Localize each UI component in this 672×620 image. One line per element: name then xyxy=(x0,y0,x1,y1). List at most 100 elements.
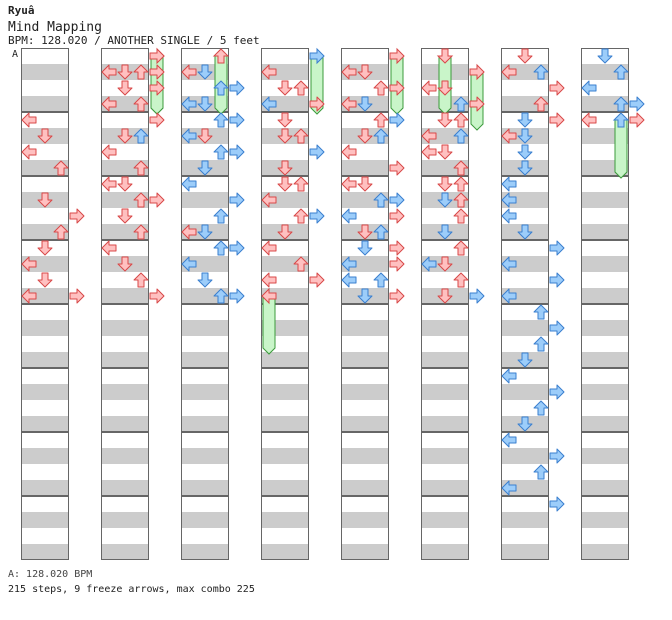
step-arrow-down xyxy=(517,160,533,176)
beat-stripe xyxy=(421,272,469,288)
beat-stripe xyxy=(261,384,309,400)
beat-stripe xyxy=(261,144,309,160)
measure xyxy=(101,240,149,304)
beat-stripe xyxy=(421,368,469,384)
measure xyxy=(21,304,69,368)
beat-stripe xyxy=(101,400,149,416)
step-arrow-right xyxy=(229,112,245,128)
beat-stripe xyxy=(581,368,629,384)
step-arrow-up xyxy=(213,240,229,256)
beat-stripe xyxy=(341,480,389,496)
beat-stripe xyxy=(501,288,549,304)
measure-border xyxy=(181,304,229,368)
measure-border xyxy=(341,432,389,496)
measure-border xyxy=(101,432,149,496)
measure-border xyxy=(341,112,389,176)
step-arrow-right xyxy=(149,192,165,208)
measure xyxy=(21,368,69,432)
measure-border xyxy=(581,432,629,496)
beat-stripe xyxy=(181,352,229,368)
measure xyxy=(181,240,229,304)
step-arrow-left xyxy=(101,96,117,112)
beat-stripe xyxy=(21,448,69,464)
step-arrow-left xyxy=(341,64,357,80)
measure xyxy=(581,368,629,432)
step-arrow-right xyxy=(549,320,565,336)
measure xyxy=(101,304,149,368)
measure xyxy=(341,432,389,496)
step-arrow-up xyxy=(293,256,309,272)
beat-stripe xyxy=(101,48,149,64)
beat-stripe xyxy=(181,256,229,272)
step-arrow-left xyxy=(501,192,517,208)
measure xyxy=(581,432,629,496)
beat-stripe xyxy=(261,192,309,208)
beat-stripe xyxy=(21,304,69,320)
beat-stripe xyxy=(261,256,309,272)
beat-stripe xyxy=(21,464,69,480)
beat-stripe xyxy=(21,400,69,416)
beat-stripe xyxy=(421,128,469,144)
measure xyxy=(341,368,389,432)
measure xyxy=(341,496,389,560)
step-arrow-left xyxy=(341,144,357,160)
beat-stripe xyxy=(21,416,69,432)
measure xyxy=(21,112,69,176)
step-arrow-up xyxy=(133,192,149,208)
measure xyxy=(501,432,549,496)
measure xyxy=(501,304,549,368)
beat-stripe xyxy=(21,496,69,512)
step-arrow-right xyxy=(149,288,165,304)
measure xyxy=(21,432,69,496)
step-arrow-left xyxy=(21,256,37,272)
step-arrow-left xyxy=(501,480,517,496)
beat-stripe xyxy=(101,288,149,304)
beat-stripe xyxy=(181,528,229,544)
beat-stripe xyxy=(181,304,229,320)
beat-stripe xyxy=(181,336,229,352)
step-arrow-up xyxy=(53,224,69,240)
measure-border xyxy=(261,240,309,304)
chart-meta: BPM: 128.020 / ANOTHER SINGLE / 5 feet xyxy=(8,34,260,47)
measure-border xyxy=(581,112,629,176)
beat-stripe xyxy=(341,48,389,64)
beat-stripe xyxy=(341,112,389,128)
step-arrow-right xyxy=(469,288,485,304)
step-arrow-down xyxy=(117,208,133,224)
step-arrow-down xyxy=(437,80,453,96)
beat-stripe xyxy=(261,544,309,560)
measure-border xyxy=(421,368,469,432)
step-arrow-right xyxy=(549,240,565,256)
beat-stripe xyxy=(181,208,229,224)
step-arrow-left xyxy=(181,256,197,272)
step-arrow-right xyxy=(549,80,565,96)
beat-stripe xyxy=(501,240,549,256)
measure xyxy=(181,368,229,432)
measure xyxy=(181,176,229,240)
step-arrow-left xyxy=(261,240,277,256)
beat-stripe xyxy=(261,208,309,224)
step-arrow-down xyxy=(437,176,453,192)
beat-stripe xyxy=(21,144,69,160)
beat-stripe xyxy=(501,96,549,112)
beat-stripe xyxy=(581,528,629,544)
step-arrow-up xyxy=(453,208,469,224)
step-arrow-up xyxy=(533,304,549,320)
beat-stripe xyxy=(501,272,549,288)
beat-stripe xyxy=(581,304,629,320)
beat-stripe xyxy=(421,160,469,176)
measure xyxy=(21,240,69,304)
step-arrow-right xyxy=(309,208,325,224)
beat-stripe xyxy=(21,432,69,448)
step-arrow-down xyxy=(437,192,453,208)
step-arrow-right xyxy=(629,96,645,112)
beat-stripe xyxy=(181,176,229,192)
measure xyxy=(261,368,309,432)
beat-stripe xyxy=(421,480,469,496)
step-arrow-right xyxy=(389,208,405,224)
step-arrow-left xyxy=(341,96,357,112)
measure xyxy=(181,304,229,368)
step-arrow-down xyxy=(277,224,293,240)
beat-stripe xyxy=(341,336,389,352)
measure xyxy=(21,48,69,112)
